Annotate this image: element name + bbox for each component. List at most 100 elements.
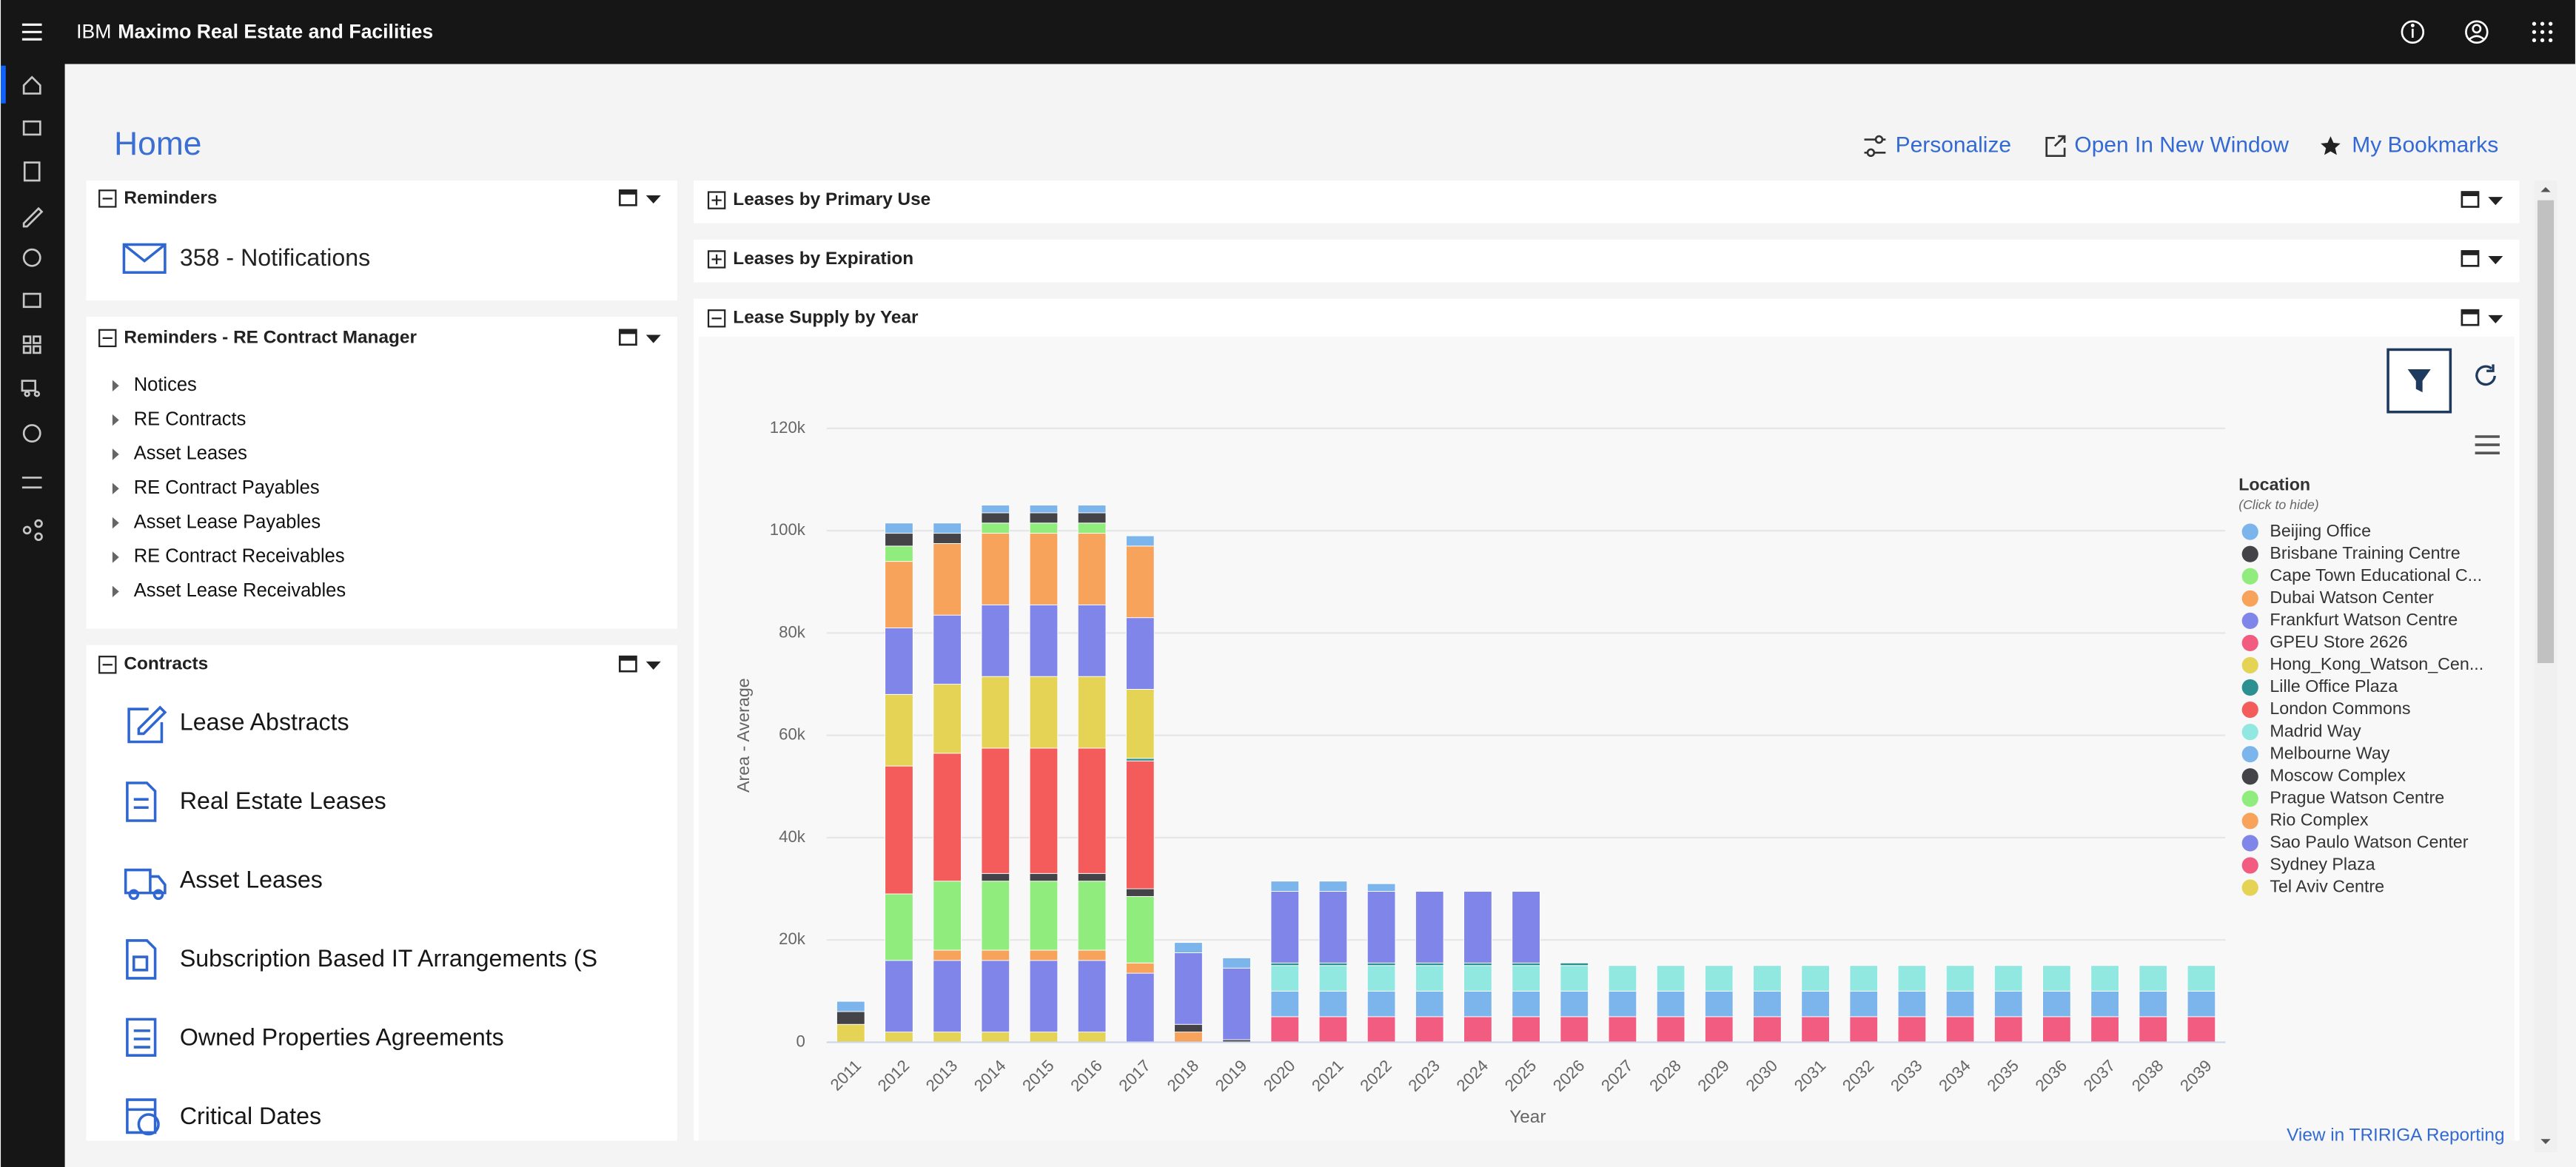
- bar-segment[interactable]: [1222, 957, 1251, 969]
- legend-swatch[interactable]: [2241, 746, 2258, 763]
- legend-label[interactable]: Sydney Plaza: [2270, 855, 2375, 874]
- legend-swatch[interactable]: [2241, 879, 2258, 896]
- user-button[interactable]: [2465, 20, 2489, 44]
- bar-segment[interactable]: [981, 872, 1010, 882]
- bar-segment[interactable]: [1029, 747, 1059, 874]
- bar-segment[interactable]: [2042, 990, 2071, 1018]
- bar-segment[interactable]: [1897, 990, 1927, 1018]
- bar-segment[interactable]: [1077, 533, 1107, 605]
- bar-segment[interactable]: [885, 545, 913, 562]
- legend-label[interactable]: Prague Watson Centre: [2270, 787, 2444, 807]
- legend-swatch[interactable]: [2241, 634, 2258, 651]
- legend-swatch[interactable]: [2241, 857, 2258, 874]
- legend-swatch[interactable]: [2241, 656, 2258, 674]
- tree-item[interactable]: RE Contract Receivables: [134, 546, 345, 567]
- maximize[interactable]: [618, 189, 637, 206]
- contract-link[interactable]: Owned Properties Agreements: [180, 1023, 504, 1050]
- bar-segment[interactable]: [1415, 990, 1444, 1018]
- bar-segment[interactable]: [1174, 952, 1203, 1025]
- bar-segment[interactable]: [1318, 990, 1348, 1018]
- legend-label[interactable]: Beijing Office: [2270, 521, 2371, 540]
- apps-button[interactable]: [2532, 21, 2553, 43]
- bar-segment[interactable]: [1126, 535, 1155, 547]
- bar-segment[interactable]: [1366, 965, 1396, 992]
- bar-segment[interactable]: [933, 614, 962, 685]
- bar-segment[interactable]: [1029, 604, 1059, 677]
- bar-segment[interactable]: [885, 561, 913, 628]
- bar-segment[interactable]: [1366, 962, 1396, 966]
- tree-item[interactable]: RE Contract Payables: [134, 477, 320, 498]
- bar-segment[interactable]: [885, 628, 913, 695]
- sidebar-icons[interactable]: [21, 75, 44, 542]
- scrollbar[interactable]: [2534, 180, 2557, 1153]
- bar-segment[interactable]: [885, 893, 913, 961]
- bar-segment[interactable]: [1126, 758, 1155, 761]
- bar-segment[interactable]: [1849, 965, 1879, 992]
- legend-swatch[interactable]: [2241, 701, 2258, 719]
- bar-segment[interactable]: [1463, 1016, 1492, 1043]
- bar-segment[interactable]: [1029, 872, 1059, 882]
- bar-segment[interactable]: [1029, 881, 1059, 951]
- bar-segment[interactable]: [933, 533, 962, 544]
- bar-segment[interactable]: [1415, 891, 1444, 963]
- bar-segment[interactable]: [1029, 1032, 1059, 1043]
- bar-segment[interactable]: [1560, 962, 1589, 966]
- bar-segment[interactable]: [885, 693, 913, 767]
- bar-segment[interactable]: [2187, 1016, 2216, 1043]
- bar-segment[interactable]: [1126, 760, 1155, 889]
- bar-segment[interactable]: [2187, 990, 2216, 1018]
- bar-segment[interactable]: [2090, 1016, 2119, 1043]
- bar-segment[interactable]: [1029, 676, 1059, 749]
- bar-segment[interactable]: [1126, 962, 1155, 974]
- legend-label[interactable]: Cape Town Educational C...: [2270, 565, 2482, 585]
- dropdown[interactable]: [645, 195, 661, 204]
- legend-label[interactable]: Frankfurt Watson Centre: [2270, 610, 2458, 629]
- bar-segment[interactable]: [2090, 965, 2119, 992]
- bar-segment[interactable]: [1077, 1032, 1107, 1043]
- bar-segment[interactable]: [981, 505, 1010, 514]
- bar-segment[interactable]: [981, 960, 1010, 1033]
- bar-segment[interactable]: [885, 1032, 913, 1043]
- bar-segment[interactable]: [1512, 965, 1540, 992]
- bar-segment[interactable]: [1753, 990, 1782, 1018]
- page-action[interactable]: Personalize: [1896, 132, 2011, 157]
- page-action[interactable]: Open In New Window: [2074, 132, 2289, 157]
- bar-segment[interactable]: [1366, 990, 1396, 1018]
- bar-segment[interactable]: [1077, 676, 1107, 749]
- bar-segment[interactable]: [1029, 533, 1059, 605]
- bar-segment[interactable]: [2042, 1016, 2071, 1043]
- bar-segment[interactable]: [1801, 965, 1830, 992]
- maximize[interactable]: [618, 329, 637, 346]
- bar-segment[interactable]: [1801, 990, 1830, 1018]
- bar-segment[interactable]: [1993, 1016, 2023, 1043]
- bar-segment[interactable]: [1415, 965, 1444, 992]
- bar-segment[interactable]: [933, 1032, 962, 1043]
- legend-swatch[interactable]: [2241, 835, 2258, 852]
- info-button[interactable]: [2401, 20, 2425, 44]
- bar-segment[interactable]: [1077, 512, 1107, 524]
- bar-segment[interactable]: [885, 960, 913, 1033]
- bar-segment[interactable]: [1126, 617, 1155, 690]
- bar-segment[interactable]: [1415, 1016, 1444, 1043]
- bar-segment[interactable]: [836, 1023, 865, 1043]
- bar-segment[interactable]: [981, 1032, 1010, 1043]
- bar-segment[interactable]: [2042, 965, 2071, 992]
- bar-segment[interactable]: [1029, 512, 1059, 524]
- dropdown[interactable]: [645, 334, 661, 343]
- bar-segment[interactable]: [1318, 881, 1348, 892]
- tree-item[interactable]: RE Contracts: [134, 408, 246, 429]
- bar-segment[interactable]: [933, 960, 962, 1033]
- bar-segment[interactable]: [981, 676, 1010, 749]
- maximize[interactable]: [2461, 309, 2480, 326]
- bar-segment[interactable]: [933, 881, 962, 951]
- bar-segment[interactable]: [2139, 1016, 2168, 1043]
- bar-segment[interactable]: [1945, 965, 1975, 992]
- dropdown[interactable]: [2488, 256, 2503, 265]
- dropdown[interactable]: [2488, 197, 2503, 206]
- bar-segment[interactable]: [1560, 1016, 1589, 1043]
- open-window-icon[interactable]: [2045, 135, 2066, 158]
- legend-swatch[interactable]: [2241, 568, 2258, 585]
- legend-swatch[interactable]: [2241, 768, 2258, 785]
- dropdown[interactable]: [645, 661, 661, 670]
- bar-segment[interactable]: [1077, 872, 1107, 882]
